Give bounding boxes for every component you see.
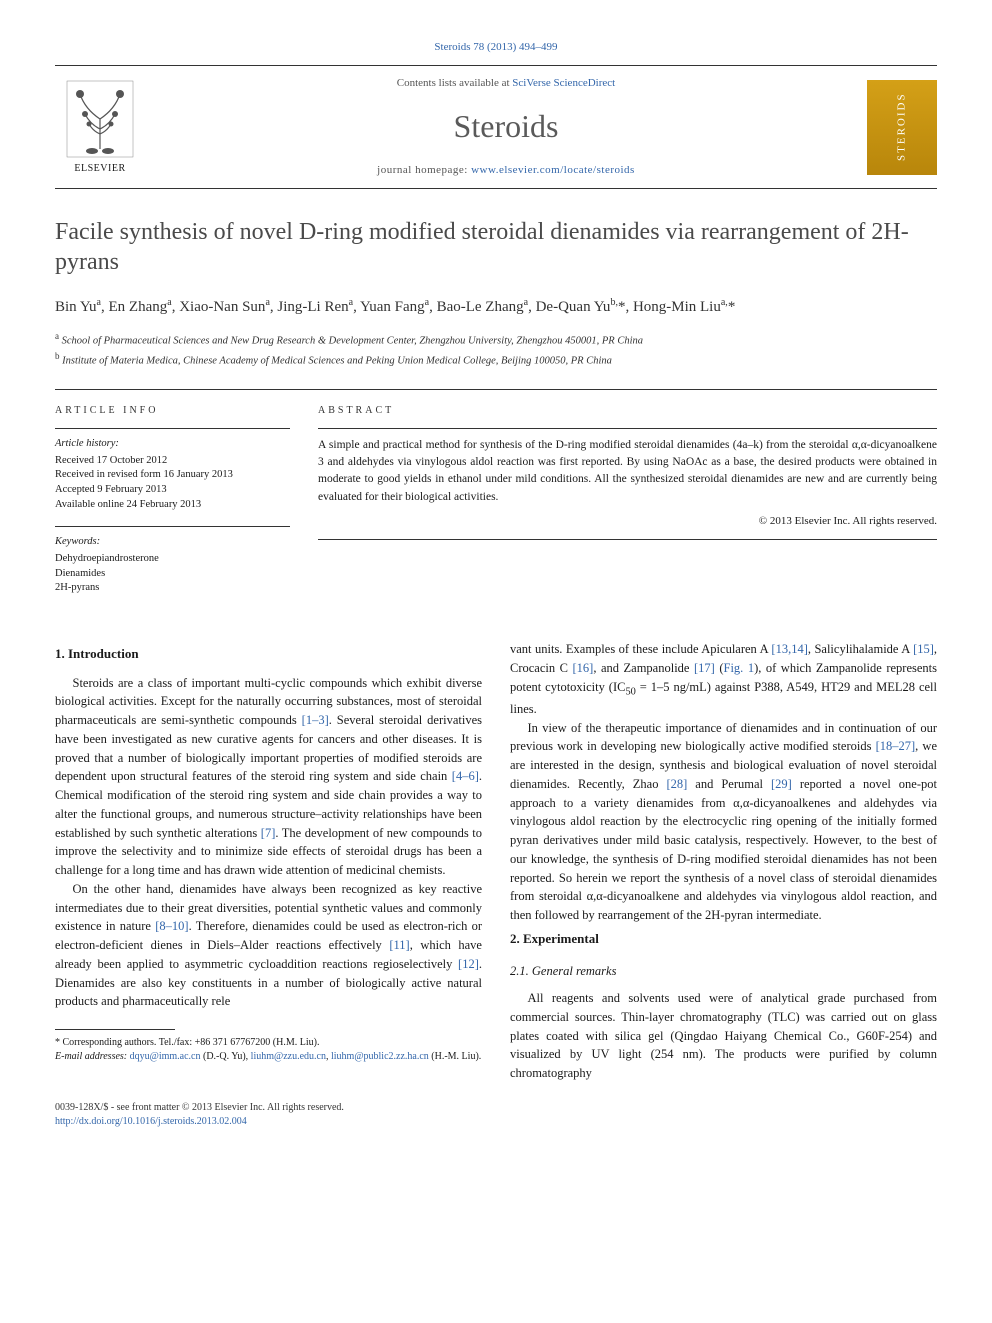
email-link[interactable]: liuhm@public2.zz.ha.cn xyxy=(331,1051,429,1062)
footnote-separator xyxy=(55,1029,175,1030)
keyword: Dehydroepiandrosterone xyxy=(55,552,290,567)
abstract-copyright: © 2013 Elsevier Inc. All rights reserved… xyxy=(318,514,937,529)
keyword: 2H-pyrans xyxy=(55,581,290,596)
email-owner: (H.-M. Liu). xyxy=(431,1051,481,1062)
email-link[interactable]: liuhm@zzu.edu.cn xyxy=(251,1051,326,1062)
keywords-block: Keywords: Dehydroepiandrosterone Dienami… xyxy=(55,526,290,596)
sep: , xyxy=(326,1051,329,1062)
body-paragraph: Steroids are a class of important multi-… xyxy=(55,674,482,880)
email-link[interactable]: dqyu@imm.ac.cn xyxy=(130,1051,201,1062)
elsevier-tree-icon xyxy=(65,79,135,159)
email-label: E-mail addresses: xyxy=(55,1051,127,1062)
abstract-text: A simple and practical method for synthe… xyxy=(318,437,937,506)
footnotes-block: * Corresponding authors. Tel./fax: +86 3… xyxy=(55,1036,482,1064)
page-footer: 0039-128X/$ - see front matter © 2013 El… xyxy=(55,1101,937,1129)
homepage-link[interactable]: www.elsevier.com/locate/steroids xyxy=(471,164,635,176)
keywords-label: Keywords: xyxy=(55,535,290,550)
body-paragraph: In view of the therapeutic importance of… xyxy=(510,719,937,925)
copyright-front-matter: 0039-128X/$ - see front matter © 2013 El… xyxy=(55,1101,344,1115)
section-heading-intro: 1. Introduction xyxy=(55,644,482,664)
history-line: Received 17 October 2012 xyxy=(55,454,290,469)
sciencedirect-link[interactable]: SciVerse ScienceDirect xyxy=(512,77,615,89)
abstract-column: ABSTRACT A simple and practical method f… xyxy=(318,404,937,610)
body-two-column: 1. Introduction Steroids are a class of … xyxy=(55,640,937,1083)
affiliations: a School of Pharmaceutical Sciences and … xyxy=(55,330,937,369)
body-paragraph: On the other hand, dienamides have alway… xyxy=(55,880,482,1011)
email-owner: (D.-Q. Yu), xyxy=(203,1051,248,1062)
contents-available-line: Contents lists available at SciVerse Sci… xyxy=(145,76,867,91)
abstract-label: ABSTRACT xyxy=(318,404,937,418)
corresponding-author-note: * Corresponding authors. Tel./fax: +86 3… xyxy=(55,1036,482,1050)
citation: Steroids 78 (2013) 494–499 xyxy=(55,40,937,55)
journal-homepage-line: journal homepage: www.elsevier.com/locat… xyxy=(145,163,867,178)
contents-prefix: Contents lists available at xyxy=(397,77,512,89)
body-paragraph: vant units. Examples of these include Ap… xyxy=(510,640,937,718)
cover-label: STEROIDS xyxy=(894,93,909,162)
history-line: Accepted 9 February 2013 xyxy=(55,483,290,498)
publisher-logo-block: ELSEVIER xyxy=(55,79,145,176)
doi-link[interactable]: http://dx.doi.org/10.1016/j.steroids.201… xyxy=(55,1116,247,1127)
journal-header: ELSEVIER Contents lists available at Sci… xyxy=(55,65,937,189)
homepage-prefix: journal homepage: xyxy=(377,164,471,176)
history-line: Available online 24 February 2013 xyxy=(55,498,290,513)
history-line: Received in revised form 16 January 2013 xyxy=(55,468,290,483)
article-history-block: Article history: Received 17 October 201… xyxy=(55,428,290,512)
subsection-heading: 2.1. General remarks xyxy=(510,962,937,981)
article-info-label: ARTICLE INFO xyxy=(55,404,290,418)
history-label: Article history: xyxy=(55,437,290,452)
section-heading-experimental: 2. Experimental xyxy=(510,929,937,949)
keyword: Dienamides xyxy=(55,567,290,582)
journal-name: Steroids xyxy=(145,104,867,149)
body-paragraph: All reagents and solvents used were of a… xyxy=(510,989,937,1083)
article-info-column: ARTICLE INFO Article history: Received 1… xyxy=(55,404,290,610)
email-addresses-line: E-mail addresses: dqyu@imm.ac.cn (D.-Q. … xyxy=(55,1050,482,1064)
journal-cover-thumb: STEROIDS xyxy=(867,80,937,175)
author-list: Bin Yua, En Zhanga, Xiao-Nan Suna, Jing-… xyxy=(55,295,937,319)
publisher-name: ELSEVIER xyxy=(74,162,125,176)
article-title: Facile synthesis of novel D-ring modifie… xyxy=(55,217,937,277)
